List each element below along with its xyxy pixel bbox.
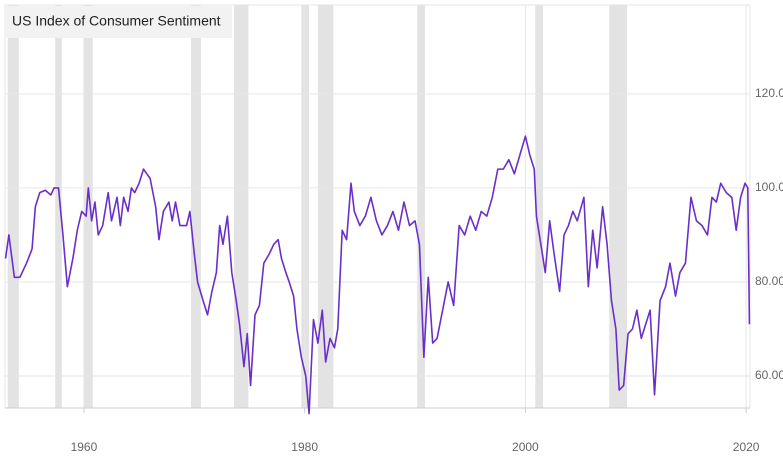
x-tick-label: 2000 bbox=[512, 440, 539, 454]
y-tick-label: 120.0 bbox=[755, 86, 783, 100]
title-box bbox=[6, 6, 232, 38]
recession-band bbox=[317, 5, 334, 408]
chart-title: US Index of Consumer Sentiment bbox=[12, 13, 221, 29]
plot-frame bbox=[4, 4, 751, 409]
recession-band bbox=[535, 5, 544, 408]
recession-band bbox=[609, 5, 627, 408]
recession-band bbox=[190, 5, 201, 408]
y-tick-label: 100.0 bbox=[755, 180, 783, 194]
recession-band bbox=[55, 5, 62, 408]
last-value-label: 71.0 bbox=[0, 0, 21, 6]
recession-band bbox=[83, 5, 93, 408]
x-tick-label: 1980 bbox=[291, 440, 318, 454]
recession-band bbox=[7, 5, 19, 408]
recession-band bbox=[417, 5, 425, 408]
x-tick-label: 2020 bbox=[733, 440, 760, 454]
series-line bbox=[4, 135, 751, 415]
x-tick-label: 1960 bbox=[71, 440, 98, 454]
y-tick-label: 60.00 bbox=[755, 368, 783, 382]
recession-band bbox=[301, 5, 310, 408]
y-tick-label: 80.00 bbox=[755, 274, 783, 288]
